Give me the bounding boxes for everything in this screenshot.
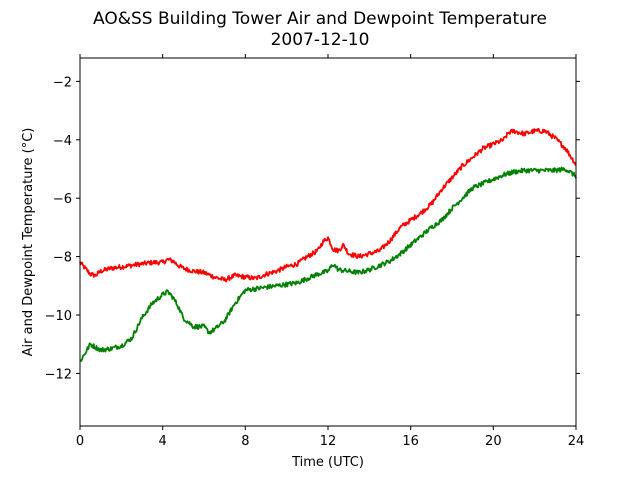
y-tick-label: −6 (53, 192, 72, 207)
series-line-1 (79, 127, 577, 283)
x-tick-label: 24 (568, 434, 585, 449)
x-tick-label: 20 (485, 434, 502, 449)
x-tick-label: 0 (76, 434, 84, 449)
y-axis-label: Air and Dewpoint Temperature (°C) (21, 128, 36, 357)
y-tick-label: −8 (53, 251, 72, 266)
y-tick-label: −4 (53, 134, 72, 149)
x-tick-label: 16 (402, 434, 419, 449)
y-tick-label: −2 (53, 75, 72, 90)
y-tick-label: −10 (45, 309, 72, 324)
x-tick-label: 4 (159, 434, 167, 449)
plot-area-frame (79, 57, 577, 427)
x-axis-label: Time (UTC) (291, 455, 364, 470)
chart-title: AO&SS Building Tower Air and Dewpoint Te… (93, 9, 547, 29)
x-tick-label: 12 (320, 434, 337, 449)
chart-subtitle: 2007-12-10 (271, 30, 370, 50)
series-layer (79, 127, 577, 362)
ticks-layer: 0 4 8 12 16 20 24 −12 −10 −8 −6 −4 −2 (45, 54, 585, 449)
y-tick-label: −12 (45, 367, 72, 382)
series-line-2 (79, 166, 577, 362)
x-tick-label: 8 (241, 434, 249, 449)
